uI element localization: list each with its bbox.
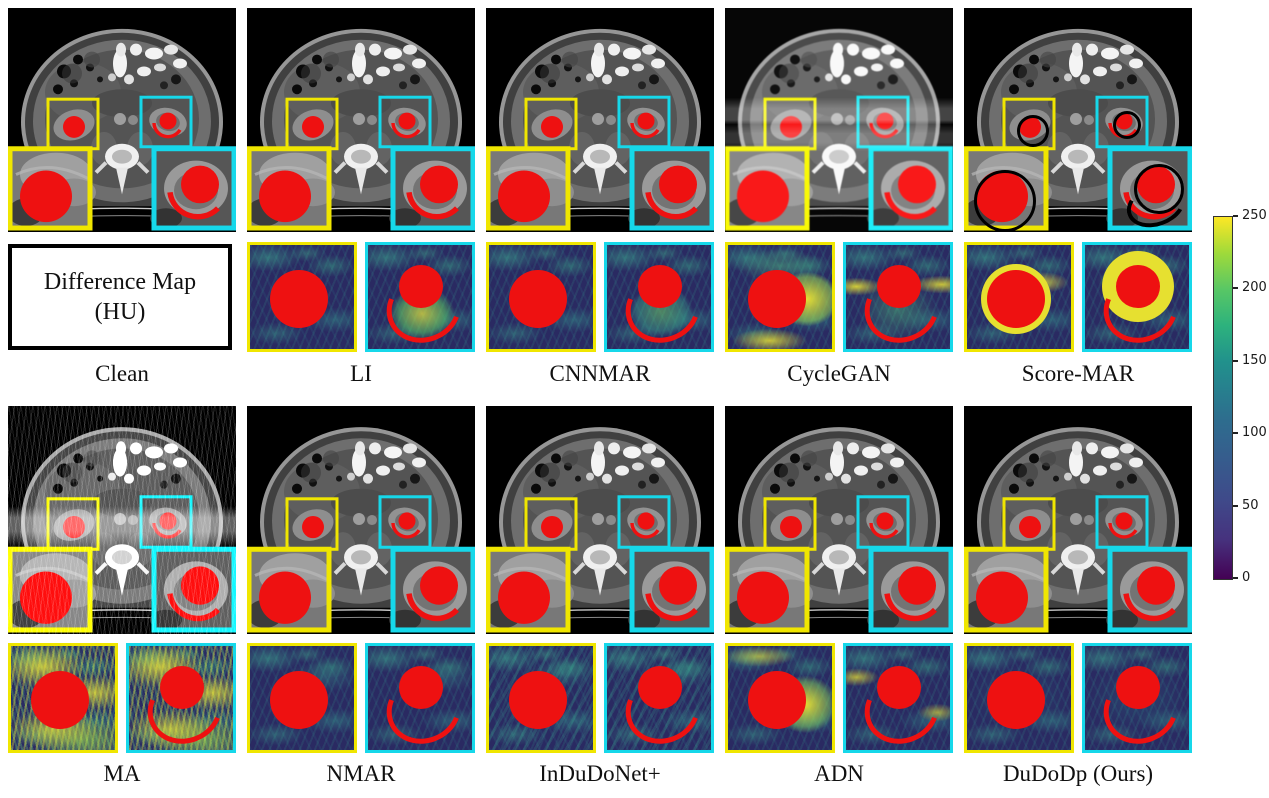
method-label-cyclegan: CycleGAN <box>787 361 891 386</box>
ct-scan-graphic <box>486 406 714 634</box>
metal-mask <box>877 666 921 709</box>
diff-map-yellow-adn <box>725 643 835 753</box>
diffbox-line2: (HU) <box>94 299 146 325</box>
ct-image-nmar <box>247 406 475 634</box>
ct-scan-graphic <box>964 406 1192 634</box>
diff-map-cyan-nmar <box>365 643 475 753</box>
metal-mask <box>638 666 682 709</box>
difference-map-label-box: Difference Map (HU) <box>8 244 232 350</box>
metal-mask <box>399 666 443 709</box>
ct-image-ma <box>8 406 236 634</box>
colorbar-tick-label-0: 0 <box>1242 570 1251 585</box>
ct-scan-graphic <box>725 8 953 232</box>
ct-scan-graphic <box>486 8 714 232</box>
method-label-nmar: NMAR <box>326 761 396 786</box>
colorbar-tick <box>1233 215 1238 217</box>
method-label-cnnmar: CNNMAR <box>549 361 651 386</box>
diff-map-cyan-li <box>365 242 475 352</box>
colorbar-tick-label-150: 150 <box>1242 353 1267 368</box>
metal-mask <box>748 671 806 729</box>
method-label-scoremar: Score-MAR <box>1021 361 1135 386</box>
colorbar <box>1213 216 1233 580</box>
method-label-adn: ADN <box>814 761 864 786</box>
method-label-ma: MA <box>103 761 141 786</box>
diff-map-cyan-cnnmar <box>604 242 714 352</box>
diff-map-cyan-ma <box>126 643 236 753</box>
diff-map-cyan-indudonet <box>604 643 714 753</box>
metal-mask <box>509 671 567 729</box>
metal-mask <box>270 270 328 328</box>
diff-map-yellow-scoremar <box>964 242 1074 352</box>
ct-scan-graphic <box>247 406 475 634</box>
ct-image-dudodp <box>964 406 1192 634</box>
diff-map-cyan-scoremar <box>1082 242 1192 352</box>
diff-map-cyan-dudodp <box>1082 643 1192 753</box>
method-label-clean: Clean <box>95 361 149 386</box>
ct-image-cyclegan <box>725 8 953 232</box>
method-label-li: LI <box>350 361 372 386</box>
metal-mask <box>987 671 1045 729</box>
colorbar-tick-label-200: 200 <box>1242 280 1267 295</box>
colorbar-tick-label-100: 100 <box>1242 425 1267 440</box>
diffbox-line1: Difference Map <box>43 269 197 295</box>
diff-map-cyan-cyclegan <box>843 242 953 352</box>
diff-map-cyan-adn <box>843 643 953 753</box>
ct-image-clean <box>8 8 236 232</box>
ct-image-li <box>247 8 475 232</box>
method-label-indudonet: InDuDoNet+ <box>539 761 661 786</box>
ct-image-cnnmar <box>486 8 714 232</box>
ct-scan-graphic <box>8 406 236 634</box>
diff-map-yellow-nmar <box>247 643 357 753</box>
colorbar-tick <box>1233 577 1238 579</box>
diff-map-yellow-ma <box>8 643 118 753</box>
diff-map-yellow-indudonet <box>486 643 596 753</box>
ct-image-scoremar <box>964 8 1192 232</box>
metal-mask <box>638 265 682 308</box>
colorbar-tick <box>1233 432 1238 434</box>
ct-image-adn <box>725 406 953 634</box>
colorbar-tick-label-50: 50 <box>1242 498 1259 513</box>
dark-ring-annotation <box>1134 164 1184 214</box>
metal-mask <box>1116 666 1160 709</box>
metal-mask <box>160 666 204 709</box>
colorbar-tick <box>1233 505 1238 507</box>
colorbar-tick <box>1233 287 1238 289</box>
metal-mask <box>509 270 567 328</box>
metal-mask <box>877 265 921 308</box>
ct-image-indudonet <box>486 406 714 634</box>
diff-map-yellow-li <box>247 242 357 352</box>
colorbar-tick <box>1233 360 1238 362</box>
dark-ring-annotation <box>1017 115 1049 147</box>
metal-mask <box>270 671 328 729</box>
colorbar-tick-label-250: 250 <box>1242 208 1267 223</box>
ct-scan-graphic <box>725 406 953 634</box>
diff-map-yellow-dudodp <box>964 643 1074 753</box>
diff-map-yellow-cyclegan <box>725 242 835 352</box>
metal-mask <box>1116 265 1160 308</box>
method-label-dudodp: DuDoDp (Ours) <box>1002 761 1154 786</box>
metal-mask <box>31 671 89 729</box>
dark-ring-annotation <box>1113 111 1141 139</box>
diff-map-yellow-cnnmar <box>486 242 596 352</box>
dark-ring-annotation <box>974 170 1036 232</box>
metal-mask <box>748 270 806 328</box>
ct-scan-graphic <box>8 8 236 232</box>
metal-mask <box>399 265 443 308</box>
ct-scan-graphic <box>247 8 475 232</box>
metal-mask <box>987 270 1045 328</box>
